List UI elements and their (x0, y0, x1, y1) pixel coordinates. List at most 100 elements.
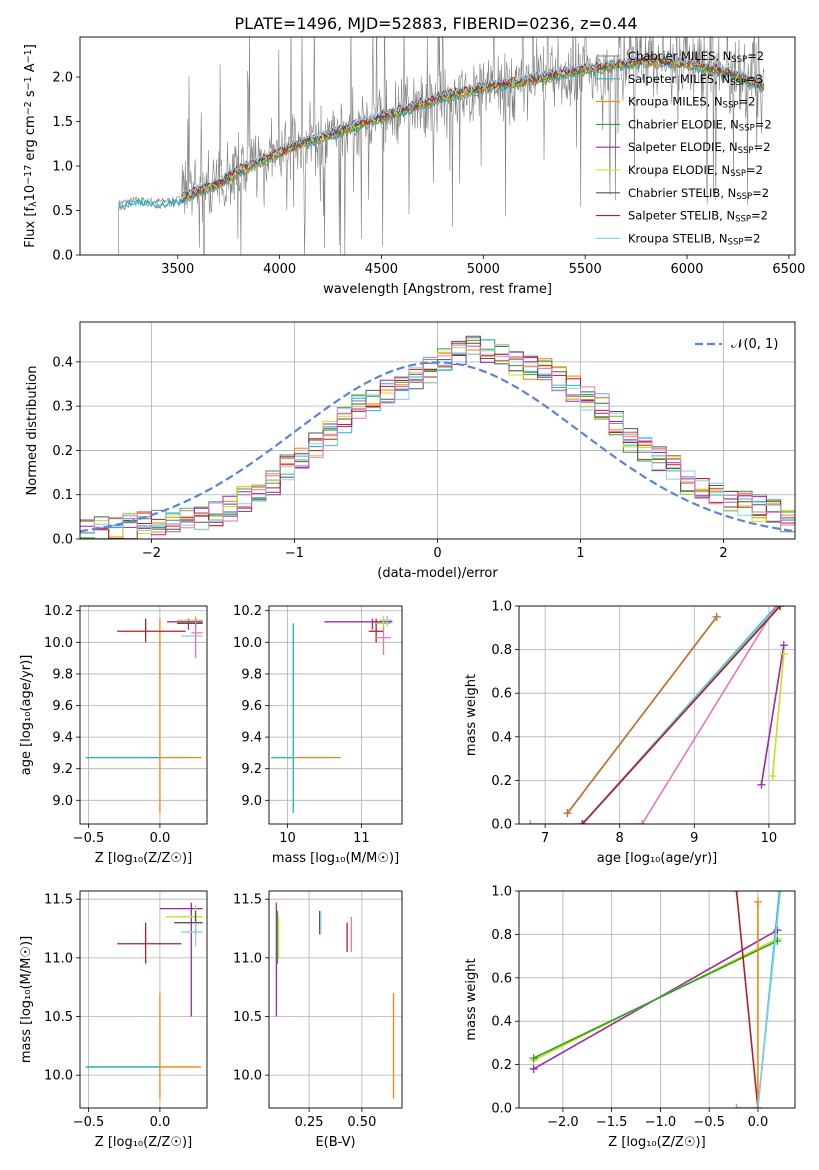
weight-point (753, 897, 762, 906)
y-tick-label: 9.2 (241, 762, 262, 777)
y-tick-label: 0.5 (52, 204, 73, 219)
legend-label: Salpeter STELIB, NSSP=2 (628, 209, 768, 225)
model-series-line (181, 54, 765, 196)
x-tick-label: 8 (616, 831, 624, 846)
x-tick-label: 0.0 (150, 831, 171, 846)
y-tick-label: 10.5 (233, 1010, 262, 1025)
weight-series-line (581, 606, 781, 824)
legend-tail: =2 (755, 117, 772, 131)
mass-weight-vs-age-lines (526, 606, 788, 824)
y-tick-label: 0.6 (491, 687, 512, 702)
legend-sub: SSP (730, 78, 746, 88)
legend-text: Kroupa STELIB, N (628, 231, 728, 245)
mass-vs-Z-errorbars (85, 902, 203, 1099)
y-tick-label: 0.8 (491, 928, 512, 943)
x-axis-label: wavelength [Angstrom, rest frame] (323, 282, 552, 297)
weight-point (768, 772, 777, 781)
weight-series-line (566, 616, 718, 814)
mass-weight-vs-Z-axes: −2.0 −1.5 −1.0 −0.5 0.0 0.0 0.2 0.4 0.6 0.8 1.0 Z [… (464, 885, 795, 1150)
y-tick-label: 10.0 (44, 636, 73, 651)
weight-point (776, 891, 785, 895)
x-axis-label: mass [log₁₀(M/M☉)] (272, 851, 399, 866)
legend-label: Salpeter MILES, NSSP=3 (628, 72, 763, 88)
y-tick-label: 10.2 (233, 604, 262, 619)
mass-weight-vs-Z-frame (518, 890, 796, 1109)
normal-curve-line (80, 361, 795, 533)
x-axis-label: Z [log₁₀(Z/Z☉)] (95, 851, 192, 866)
legend-tail: =2 (738, 95, 755, 109)
x-tick-label: 5500 (569, 262, 602, 277)
x-tick-label: 9 (690, 831, 698, 846)
legend-sub: SSP (728, 238, 744, 248)
x-tick-label: 1 (576, 546, 584, 561)
legend-text: Salpeter STELIB, N (628, 209, 735, 223)
weight-point (776, 606, 785, 610)
y-label-part: Flux [f (23, 207, 38, 248)
x-tick-label: −1 (285, 546, 304, 561)
histogram-series-line (80, 344, 795, 529)
y-tick-label: 0.4 (491, 730, 512, 745)
weight-series-line (735, 891, 759, 1108)
histogram-series-line (80, 343, 795, 534)
weight-series-line (641, 606, 778, 824)
legend-sub: SSP (738, 146, 754, 156)
x-tick-label: 10 (279, 831, 296, 846)
x-tick-label: −2 (142, 546, 161, 561)
legend-sub: SSP (730, 169, 746, 179)
y-label-part: s (23, 90, 38, 101)
y-tick-label: 0.0 (52, 249, 73, 264)
weight-point (529, 1054, 538, 1063)
y-label-part: ] (23, 44, 38, 49)
legend-text: Chabrier MILES, N (628, 49, 731, 63)
y-axis-label: age [log₁₀(age/yr)] (19, 655, 34, 776)
residuals-axes: −2 −1 0 1 2 0.0 0.1 0.2 0.3 0.4 (data-model)/error… (25, 322, 795, 581)
y-label-part: erg cm (23, 115, 38, 164)
residuals-frame (79, 321, 796, 540)
spectrum-axes: 3500 4000 4500 5000 5500 6000 6500 0.0 0.5 1.0 1.5… (52, 71, 805, 297)
y-tick-label: 10.5 (44, 1010, 73, 1025)
legend-tail: =2 (752, 186, 769, 200)
x-tick-label: 7 (541, 831, 549, 846)
weight-point (779, 641, 788, 650)
age-vs-mass-frame (268, 605, 403, 825)
weight-point (732, 891, 741, 895)
x-tick-label: 0.0 (150, 1115, 171, 1130)
y-tick-label: 9.6 (241, 699, 262, 714)
weight-point (772, 606, 781, 610)
legend-sub: SSP (735, 215, 751, 225)
y-tick-label: 1.0 (491, 885, 512, 900)
mass-weight-vs-Z-lines (529, 891, 785, 1108)
x-tick-label: 2 (719, 546, 727, 561)
weight-series-line (757, 891, 782, 1108)
legend-sub: SSP (731, 55, 747, 65)
y-tick-label: 11.0 (44, 951, 73, 966)
mass-weight-vs-age-frame (518, 605, 796, 825)
legend-tail: =2 (743, 231, 760, 245)
weight-series-line (533, 940, 778, 1059)
legend-text: Kroupa MILES, N (628, 95, 723, 109)
x-tick-label: −1.5 (596, 1115, 628, 1130)
y-label-part: −1 (23, 76, 34, 90)
x-tick-label: 3500 (161, 262, 194, 277)
y-axis-label: Normed distribution (25, 366, 40, 496)
x-tick-label: 4000 (263, 262, 296, 277)
y-tick-label: 0.3 (52, 400, 73, 415)
legend-label: Chabrier ELODIE, NSSP=2 (628, 117, 772, 133)
mass-vs-Z-axes: −0.5 0.0 10.0 10.5 11.0 11.5 Z [log₁₀(Z/Z☉)] ma… (19, 891, 207, 1150)
y-tick-label: 0.0 (491, 818, 512, 833)
x-tick-label: 10 (761, 831, 778, 846)
weight-series-line (760, 645, 785, 785)
mass-vs-Z-frame (79, 890, 208, 1109)
weight-point (526, 820, 535, 824)
legend-tail: =2 (751, 209, 768, 223)
mass-vs-EBV-errorbars (275, 902, 395, 1099)
y-label-part: −1 (23, 49, 34, 63)
spectrum-lines (118, 37, 765, 255)
legend-text: Salpeter ELODIE, N (628, 140, 738, 154)
x-tick-label: 0.25 (295, 1115, 324, 1130)
histogram-series-line (80, 335, 795, 530)
weight-point (753, 1104, 762, 1108)
y-label-part: −2 (23, 101, 34, 115)
legend-text: Salpeter MILES, N (628, 72, 730, 86)
mass-vs-EBV-frame (268, 890, 403, 1109)
